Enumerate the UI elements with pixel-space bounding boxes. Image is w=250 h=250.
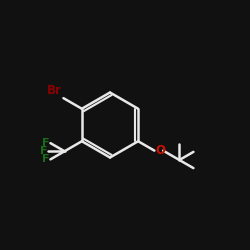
Text: F: F — [40, 146, 47, 156]
Text: O: O — [156, 144, 166, 157]
Text: F: F — [42, 138, 49, 148]
Text: F: F — [42, 154, 49, 164]
Text: Br: Br — [47, 84, 62, 97]
